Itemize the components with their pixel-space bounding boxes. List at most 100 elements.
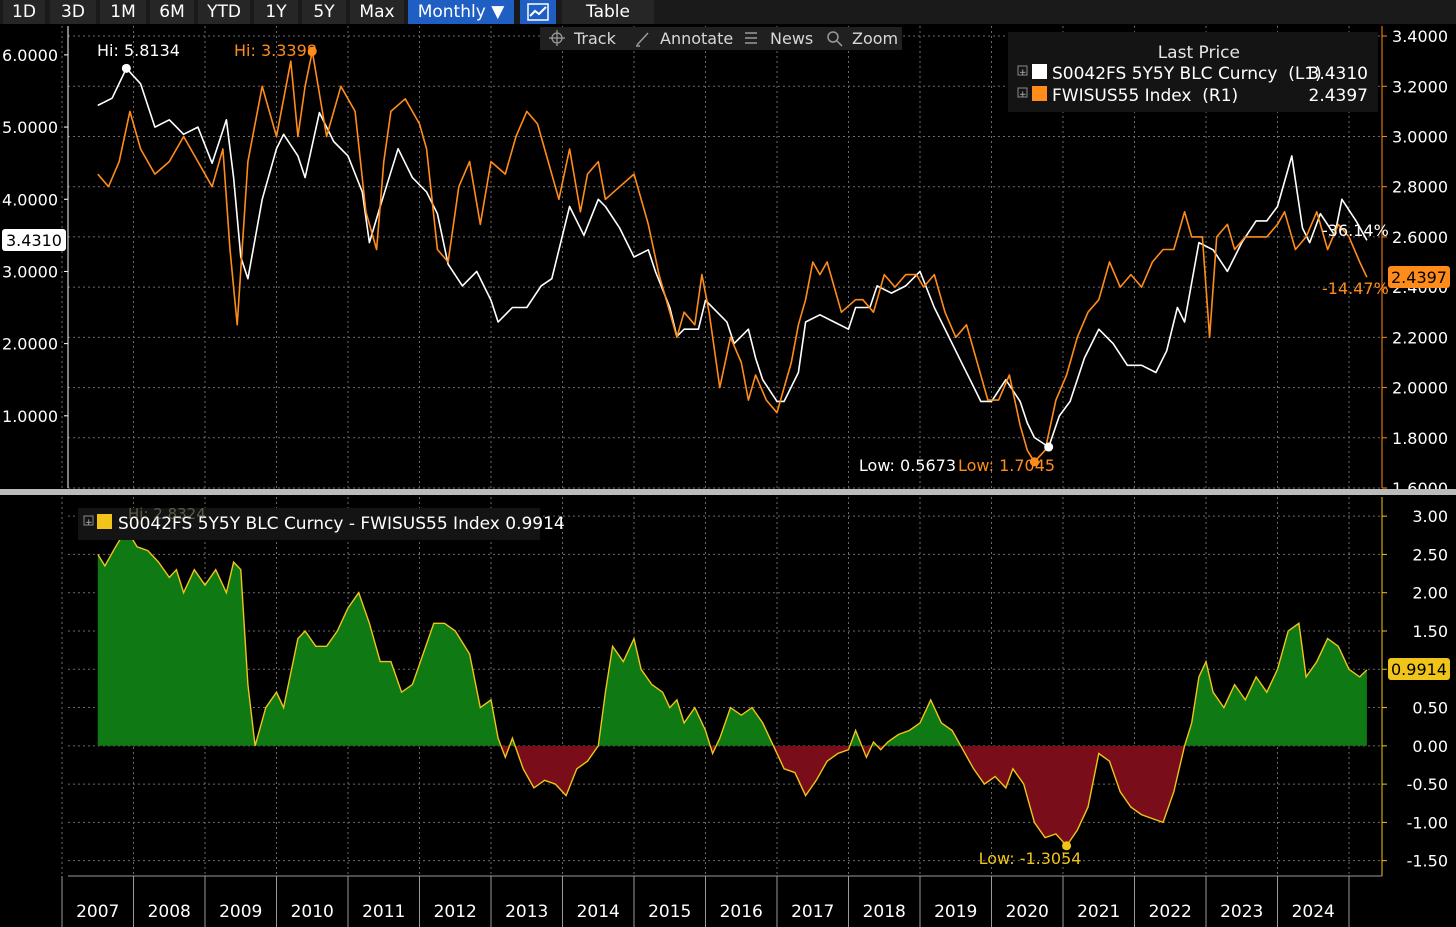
x-tick-label: 2011	[362, 902, 405, 922]
low-white-marker	[1044, 442, 1054, 452]
last-spread-tag: 0.9914	[1391, 660, 1447, 679]
news-icon	[745, 32, 757, 44]
left-tick-label: 3.0000	[2, 262, 58, 281]
pct-orange-label: -14.47%	[1322, 279, 1389, 298]
frequency-dropdown[interactable]: Monthly ▼	[408, 0, 514, 24]
news-label: News	[770, 29, 813, 48]
zoom-label: Zoom	[852, 29, 898, 48]
low-orange-marker	[1029, 457, 1039, 467]
right-tick-label: 2.0000	[1392, 379, 1448, 398]
right-tick-label: 3.2000	[1392, 77, 1448, 96]
range-1m-button[interactable]: 1M	[100, 0, 146, 24]
range-max-button[interactable]: Max	[350, 0, 404, 24]
right-tick-label: 1.6000	[1392, 479, 1448, 498]
legend-swatch-spread	[97, 514, 112, 529]
grid	[61, 26, 1382, 927]
legend-swatch-orange	[1032, 86, 1047, 101]
x-tick-label: 2018	[863, 902, 906, 922]
annotations: Hi: 5.8134 Hi: 3.3398 Low: 0.5673 Low: 1…	[97, 41, 1389, 868]
legend-swatch-white	[1032, 64, 1047, 79]
toolbar: 1D 3D 1M 6M YTD 1Y 5Y Max Monthly ▼ Tabl…	[0, 0, 1456, 24]
range-6m-button[interactable]: 6M	[150, 0, 194, 24]
last-orange-tag: 2.4397	[1391, 268, 1447, 287]
x-tick-label: 2009	[219, 902, 262, 922]
track-button[interactable]: Track	[549, 29, 617, 48]
spread-tick-label: 0.50	[1412, 699, 1448, 718]
table-button[interactable]: Table	[562, 0, 654, 24]
x-tick-label: 2012	[434, 902, 477, 922]
legend-name-white: S0042FS 5Y5Y BLC Curncy (L1)	[1052, 64, 1322, 84]
legend-header: Last Price	[1158, 43, 1240, 63]
last-white-tag: 3.4310	[6, 231, 62, 250]
range-1d-button[interactable]: 1D	[3, 0, 45, 24]
pct-white-label: -36.14%	[1322, 221, 1389, 240]
magnifier-icon	[827, 31, 843, 47]
x-tick-label: 2023	[1220, 902, 1263, 922]
low-white-label: Low: 0.5673	[859, 456, 956, 475]
hi-white-label: Hi: 5.8134	[97, 41, 180, 60]
spread-area-negative	[97, 745, 1367, 846]
left-tick-label: 2.0000	[2, 335, 58, 354]
zoom-button[interactable]: Zoom	[827, 29, 898, 48]
x-tick-label: 2010	[291, 902, 334, 922]
hi-white-marker	[121, 63, 131, 73]
last-value-tags: 3.4310 2.4397 0.9914	[2, 229, 1450, 680]
spread-tick-label: 3.00	[1412, 507, 1448, 526]
legend-name-orange: FWISUS55 Index (R1)	[1052, 86, 1238, 106]
spread-tick-label: 0.00	[1412, 737, 1448, 756]
news-button[interactable]: News	[745, 29, 813, 48]
right-tick-label: 2.8000	[1392, 178, 1448, 197]
range-1y-button[interactable]: 1Y	[254, 0, 298, 24]
legend-item-orange[interactable]: + FWISUS55 Index (R1) 2.4397	[1017, 86, 1368, 106]
low-spread-label: Low: -1.3054	[979, 849, 1082, 868]
x-tick-label: 2008	[148, 902, 191, 922]
crosshair-icon	[549, 30, 565, 46]
hi-orange-label: Hi: 3.3398	[234, 41, 317, 60]
series-layer	[97, 46, 1368, 851]
pencil-icon	[636, 32, 649, 47]
series-line-white	[97, 67, 1368, 448]
low-orange-label: Low: 1.7045	[958, 456, 1055, 475]
right-tick-label: 1.8000	[1392, 429, 1448, 448]
line-chart-icon[interactable]	[520, 0, 556, 24]
legend-name-spread: S0042FS 5Y5Y BLC Curncy - FWISUS55 Index…	[118, 514, 565, 534]
annotate-label: Annotate	[660, 29, 733, 48]
spread-tick-label: -1.50	[1407, 852, 1448, 871]
legend-value-white: 3.4310	[1309, 64, 1368, 84]
right-tick-label: 3.4000	[1392, 27, 1448, 46]
pane-divider[interactable]	[0, 489, 1456, 495]
axes: 2007 2008 2009 2010 2011 2012 2013 2014 2015 2016…	[2, 26, 1448, 922]
x-tick-label: 2017	[791, 902, 834, 922]
x-tick-label: 2019	[934, 902, 977, 922]
legend-item-white[interactable]: + S0042FS 5Y5Y BLC Curncy (L1) 3.4310	[1017, 64, 1368, 84]
x-tick-label: 2013	[505, 902, 548, 922]
low-spread-marker	[1062, 841, 1072, 851]
legend-value-orange: 2.4397	[1309, 86, 1368, 106]
spread-tick-label: 1.50	[1412, 622, 1448, 641]
expand-icon: +	[85, 518, 93, 528]
spread-tick-label: 2.00	[1412, 584, 1448, 603]
spread-legend[interactable]: + S0042FS 5Y5Y BLC Curncy - FWISUS55 Ind…	[78, 508, 565, 540]
expand-icon: +	[1019, 90, 1027, 100]
legend: Last Price + S0042FS 5Y5Y BLC Curncy (L1…	[1008, 32, 1378, 112]
series-line-orange	[97, 50, 1368, 463]
range-ytd-button[interactable]: YTD	[198, 0, 250, 24]
range-3d-button[interactable]: 3D	[50, 0, 96, 24]
left-tick-label: 5.0000	[2, 118, 58, 137]
annotate-button[interactable]: Annotate	[636, 29, 733, 48]
hi-orange-marker	[307, 46, 317, 56]
spread-tick-label: -1.00	[1407, 813, 1448, 832]
x-tick-label: 2020	[1006, 902, 1049, 922]
expand-icon: +	[1019, 68, 1027, 78]
x-tick-label: 2007	[76, 902, 119, 922]
hi-spread-label: Hi: 2.8324	[128, 505, 206, 523]
spread-tick-label: 2.50	[1412, 545, 1448, 564]
track-label: Track	[573, 29, 617, 48]
right-tick-label: 3.0000	[1392, 127, 1448, 146]
range-5y-button[interactable]: 5Y	[302, 0, 346, 24]
spread-tick-label: -0.50	[1407, 775, 1448, 794]
sub-toolbar: Track Annotate News Zoom	[540, 27, 902, 50]
left-tick-label: 6.0000	[2, 46, 58, 65]
x-tick-label: 2014	[577, 902, 620, 922]
